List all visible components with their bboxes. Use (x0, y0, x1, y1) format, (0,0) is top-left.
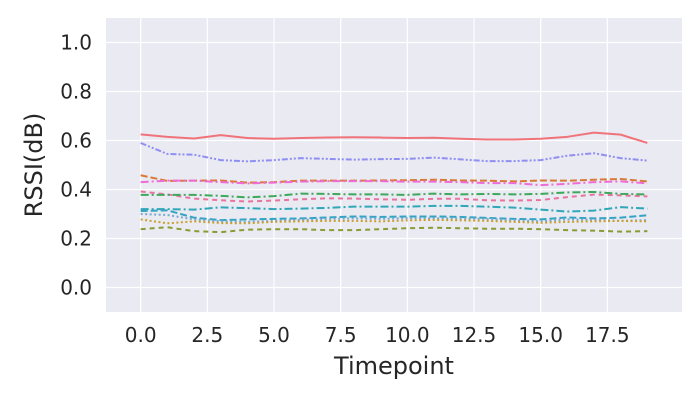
series-line-5 (140, 190, 648, 203)
series-line-11 (140, 226, 648, 234)
x-tick-label: 2.5 (191, 323, 223, 347)
y-tick-label: 0.0 (60, 276, 92, 300)
series-line-3 (140, 174, 648, 184)
x-tick-label: 12.5 (452, 323, 497, 347)
series-line-1 (140, 131, 648, 144)
series-line-9 (140, 213, 648, 223)
x-tick-label: 7.5 (325, 323, 357, 347)
x-tick-label: 15.0 (518, 323, 563, 347)
series-line-6 (140, 190, 648, 199)
y-axis-ticks: 0.0 0.2 0.4 0.6 0.8 1.0 (60, 31, 92, 300)
x-tick-label: 17.5 (585, 323, 630, 347)
y-tick-label: 0.4 (60, 178, 92, 202)
y-tick-label: 0.2 (60, 227, 92, 251)
y-axis-label: RSSI(dB) (20, 113, 48, 218)
series-line-2 (140, 142, 648, 163)
x-tick-label: 5.0 (258, 323, 290, 347)
grid-lines (106, 18, 682, 312)
series-line-4 (140, 179, 648, 187)
x-axis-label: Timepoint (333, 352, 454, 380)
series-lines (140, 131, 648, 234)
series-line-10 (140, 218, 648, 225)
x-tick-label: 0.0 (125, 323, 157, 347)
x-axis-ticks: 0.0 2.5 5.0 7.5 10.0 12.5 15.0 17.5 (125, 323, 630, 347)
y-tick-label: 0.6 (60, 129, 92, 153)
y-tick-label: 1.0 (60, 31, 92, 55)
series-line-7 (140, 204, 648, 213)
y-tick-label: 0.8 (60, 80, 92, 104)
series-line-8 (140, 209, 648, 222)
plot-background (106, 18, 682, 312)
x-tick-label: 10.0 (385, 323, 430, 347)
